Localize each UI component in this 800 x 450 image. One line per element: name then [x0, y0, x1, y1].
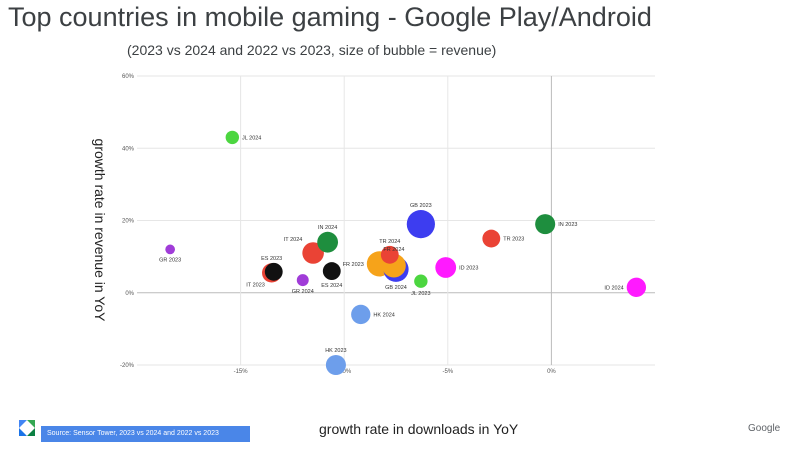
sensor-tower-logo-icon: [19, 420, 35, 436]
bubble-label: TR 2024: [379, 239, 400, 245]
bubble-label: JL 2024: [242, 135, 261, 141]
source-note: Source: Sensor Tower, 2023 vs 2024 and 2…: [41, 426, 250, 442]
bubble-label: GR 2023: [159, 257, 181, 263]
google-brand-mark: Google: [748, 423, 781, 434]
bubble-label: ES 2024: [321, 283, 342, 289]
bubble-point: [225, 130, 240, 145]
chart-subtitle: (2023 vs 2024 and 2022 vs 2023, size of …: [127, 42, 497, 58]
bubble-point: [317, 231, 339, 253]
bubble-label: HK 2023: [325, 348, 346, 354]
bubble-label: HK 2024: [373, 312, 394, 318]
bubble-label: IT 2024: [284, 237, 303, 243]
y-tick-label: 0%: [125, 291, 134, 297]
page-title: Top countries in mobile gaming - Google …: [8, 2, 652, 32]
bubble-point: [165, 244, 176, 255]
bubble-label: IT 2023: [246, 283, 265, 289]
y-tick-label: 20%: [122, 219, 135, 225]
bubble-label: FR 2024: [383, 247, 404, 253]
bubble-label: ID 2024: [604, 285, 623, 291]
bubble-label: TR 2023: [503, 237, 524, 243]
y-tick-label: 60%: [122, 74, 135, 80]
bubble-point: [264, 262, 283, 281]
bubble-point: [535, 214, 556, 235]
bubble-point: [406, 210, 435, 239]
y-tick-label: -20%: [120, 363, 135, 369]
label-layer: GB 2023 FR 2023 GB 2024 FR 2024 IT 2024 IN 20…: [159, 135, 624, 354]
y-tick-label: 40%: [122, 146, 135, 152]
bubble-point: [482, 229, 501, 248]
x-tick-label: -5%: [442, 369, 453, 375]
bubble-label: GB 2023: [410, 203, 432, 209]
axis-layer: -20% 0% 20% 40% 60% -15% -10% -5% 0%: [120, 74, 556, 375]
bubble-point: [351, 304, 371, 325]
bubble-point: [296, 274, 309, 287]
x-tick-label: -10%: [337, 369, 352, 375]
x-tick-label: 0%: [547, 369, 556, 375]
bubble-point: [325, 354, 346, 376]
bubble-point: [380, 245, 399, 264]
grid-layer: [137, 75, 655, 366]
bubble-layer: [165, 130, 647, 376]
bubble-label: ID 2023: [459, 265, 478, 271]
bubble-label: JL 2023: [411, 291, 430, 297]
bubble-point: [626, 277, 647, 297]
bubble-label: GR 2024: [292, 289, 314, 295]
bubble-point: [322, 262, 341, 280]
bubble-label: FR 2023: [343, 262, 364, 268]
bubble-label: ES 2023: [261, 256, 282, 262]
bubble-label: IN 2023: [558, 222, 577, 228]
y-axis-label: growth rate in revenue in YoY: [92, 138, 108, 322]
bubble-label: GB 2024: [385, 285, 407, 291]
x-tick-label: -15%: [234, 369, 249, 375]
bubble-point: [302, 242, 324, 264]
bubble-point: [414, 274, 428, 288]
bubble-label: IN 2024: [318, 225, 337, 231]
x-axis-label: growth rate in downloads in YoY: [319, 421, 519, 437]
bubble-point: [435, 257, 457, 278]
